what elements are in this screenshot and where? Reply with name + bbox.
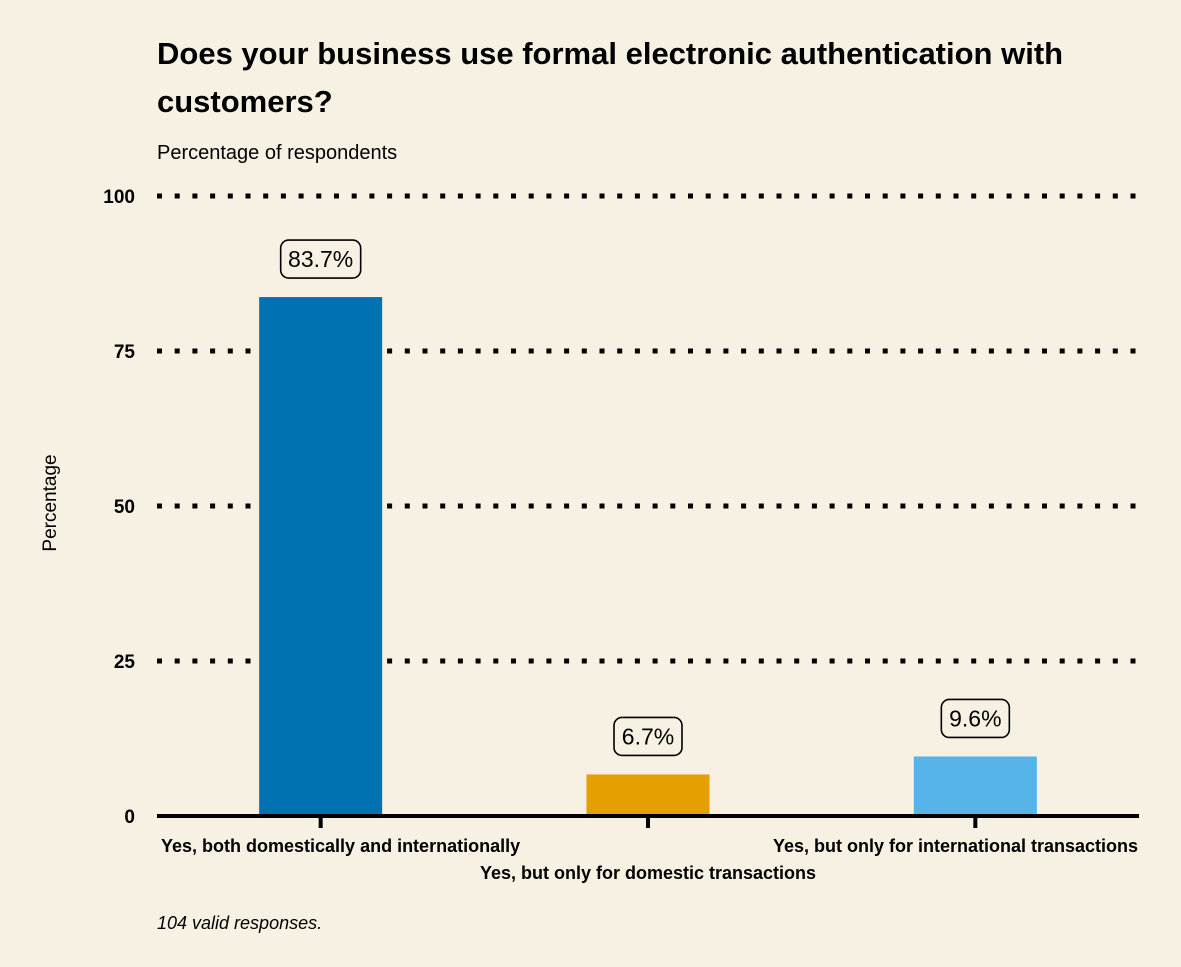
data-label-1: 83.7% — [288, 246, 353, 272]
bar-2 — [586, 774, 710, 816]
x-tick-label-2: Yes, but only for domestic transactions — [480, 863, 816, 883]
bar-3 — [913, 756, 1037, 816]
bar-1 — [259, 297, 383, 816]
x-tick-label-1: Yes, both domestically and international… — [161, 836, 520, 856]
y-tick-label-0: 0 — [124, 807, 135, 828]
data-labels: 83.7% 6.7% 9.6% — [279, 239, 1011, 757]
y-tick-labels: 0 25 50 75 100 — [103, 187, 135, 828]
x-ticks: Yes, both domestically and international… — [161, 816, 1138, 883]
data-label-box-1 — [279, 239, 362, 279]
y-axis-label: Percentage — [40, 454, 61, 551]
data-label-3: 9.6% — [949, 705, 1001, 731]
x-tick-label-3: Yes, but only for international transact… — [773, 836, 1138, 856]
data-label-box-3 — [940, 698, 1011, 739]
y-tick-label-75: 75 — [114, 342, 136, 363]
chart-title: Does your business use formal electronic… — [157, 36, 1063, 119]
chart-caption: 104 valid responses. — [157, 913, 322, 933]
y-tick-label-100: 100 — [103, 187, 135, 208]
y-tick-label-50: 50 — [114, 497, 135, 518]
bars — [259, 297, 1037, 816]
chart-subtitle: Percentage of respondents — [157, 142, 397, 164]
data-label-box-2 — [613, 716, 683, 757]
data-label-2: 6.7% — [622, 723, 674, 749]
y-tick-label-25: 25 — [114, 652, 136, 673]
